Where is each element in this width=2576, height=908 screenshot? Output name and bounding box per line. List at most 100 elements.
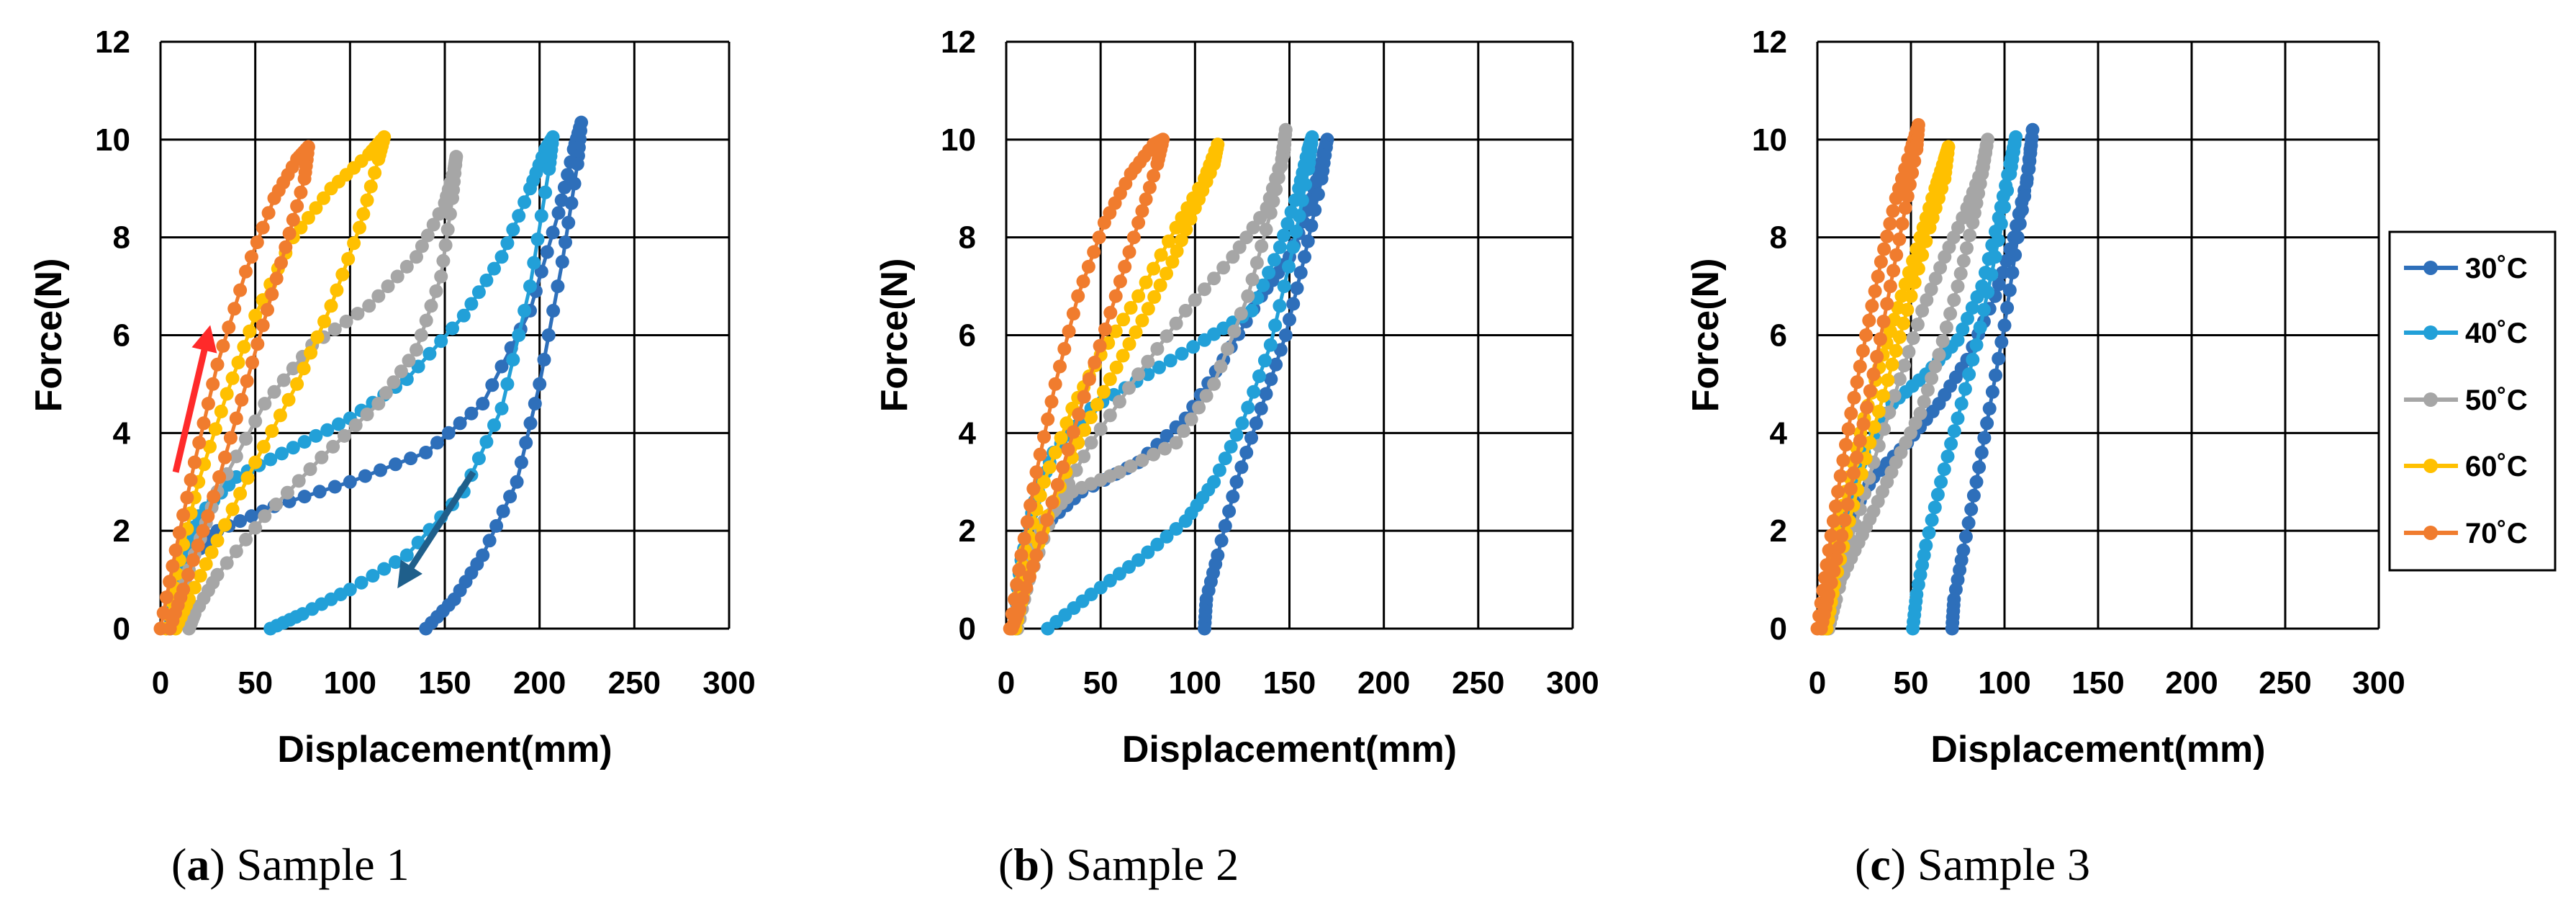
data-point xyxy=(436,253,451,268)
x-tick-label: 100 xyxy=(324,665,376,701)
data-point xyxy=(537,353,551,367)
data-point xyxy=(1974,446,1989,459)
data-point xyxy=(1267,253,1281,267)
data-point xyxy=(1298,177,1312,192)
data-point xyxy=(196,523,210,538)
data-point xyxy=(1081,259,1095,274)
data-point xyxy=(1090,397,1104,412)
data-point xyxy=(489,518,504,533)
data-point xyxy=(1096,385,1111,399)
series-70C xyxy=(153,140,315,636)
data-point xyxy=(233,514,248,529)
data-point xyxy=(1260,201,1274,215)
data-point xyxy=(567,176,582,191)
data-point xyxy=(240,471,255,485)
data-point xyxy=(1263,338,1278,352)
data-point xyxy=(404,451,418,466)
data-point xyxy=(201,509,215,523)
data-point xyxy=(258,397,272,411)
data-point xyxy=(1292,209,1306,223)
data-point xyxy=(225,371,240,385)
data-point xyxy=(1269,357,1283,372)
data-point xyxy=(1939,320,1953,335)
legend-marker-50 xyxy=(2423,392,2438,407)
data-point xyxy=(441,426,456,440)
data-point xyxy=(153,621,168,636)
data-point xyxy=(1152,360,1166,374)
y-tick-label: 0 xyxy=(959,611,976,647)
data-point xyxy=(546,304,561,318)
data-point xyxy=(1943,307,1958,321)
data-point xyxy=(514,455,528,469)
data-point xyxy=(1982,401,1997,415)
data-point xyxy=(399,548,414,562)
data-point xyxy=(360,408,374,421)
data-point xyxy=(1033,447,1047,462)
data-point xyxy=(482,534,497,548)
data-point xyxy=(1961,516,1976,530)
data-point xyxy=(1830,552,1843,567)
data-point xyxy=(1103,408,1117,423)
data-point xyxy=(187,580,202,595)
data-point xyxy=(327,322,342,336)
y-tick-label: 8 xyxy=(113,220,130,256)
data-point xyxy=(244,509,258,523)
svg-text:(a) Sample 1: (a) Sample 1 xyxy=(171,839,410,890)
data-point xyxy=(471,451,486,466)
data-point xyxy=(1907,275,1922,289)
data-point xyxy=(1951,333,1965,347)
data-point xyxy=(163,575,177,589)
data-point xyxy=(220,556,234,570)
data-point xyxy=(1077,449,1091,464)
data-point xyxy=(1207,377,1221,391)
data-point xyxy=(324,299,338,313)
data-point xyxy=(410,343,423,357)
data-point xyxy=(1964,502,1979,516)
data-point xyxy=(1150,537,1165,552)
data-point xyxy=(1023,570,1036,584)
data-point xyxy=(1214,534,1229,548)
data-point xyxy=(182,621,196,636)
data-point xyxy=(1218,518,1232,533)
data-point xyxy=(1226,490,1240,504)
data-point xyxy=(1961,311,1974,325)
data-point xyxy=(559,235,572,249)
data-point xyxy=(1016,591,1030,606)
data-point xyxy=(309,428,323,443)
data-point xyxy=(1020,515,1034,529)
data-point xyxy=(1856,417,1871,431)
data-point xyxy=(1026,482,1041,496)
data-point xyxy=(1876,389,1890,403)
series-70C xyxy=(1003,132,1170,636)
data-point xyxy=(294,185,308,199)
data-point xyxy=(196,416,211,431)
data-point xyxy=(1988,250,2002,264)
data-point xyxy=(2015,203,2029,217)
data-point xyxy=(343,475,357,489)
data-point xyxy=(1122,559,1136,574)
data-point xyxy=(1928,359,1943,374)
data-point xyxy=(1907,154,1922,168)
data-point xyxy=(229,411,243,426)
data-point xyxy=(512,328,526,342)
data-point xyxy=(555,255,569,269)
data-point xyxy=(1135,204,1149,218)
data-point xyxy=(1910,142,1924,156)
data-point xyxy=(187,455,202,469)
data-point xyxy=(1876,315,1891,328)
data-point xyxy=(156,606,171,620)
data-point xyxy=(1014,548,1029,562)
data-point xyxy=(1835,529,1849,543)
data-point xyxy=(281,392,296,407)
data-point xyxy=(1850,375,1864,390)
data-point xyxy=(1141,354,1155,369)
data-point xyxy=(317,191,330,205)
data-point xyxy=(1222,504,1237,518)
data-point xyxy=(434,269,448,284)
data-point xyxy=(1157,441,1172,456)
legend-entry-30: 30˚C xyxy=(2404,253,2528,284)
series-50C xyxy=(1005,122,1293,636)
data-point xyxy=(1037,430,1051,444)
data-point xyxy=(1829,499,1843,513)
y-axis-label: Force(N) xyxy=(28,259,70,413)
